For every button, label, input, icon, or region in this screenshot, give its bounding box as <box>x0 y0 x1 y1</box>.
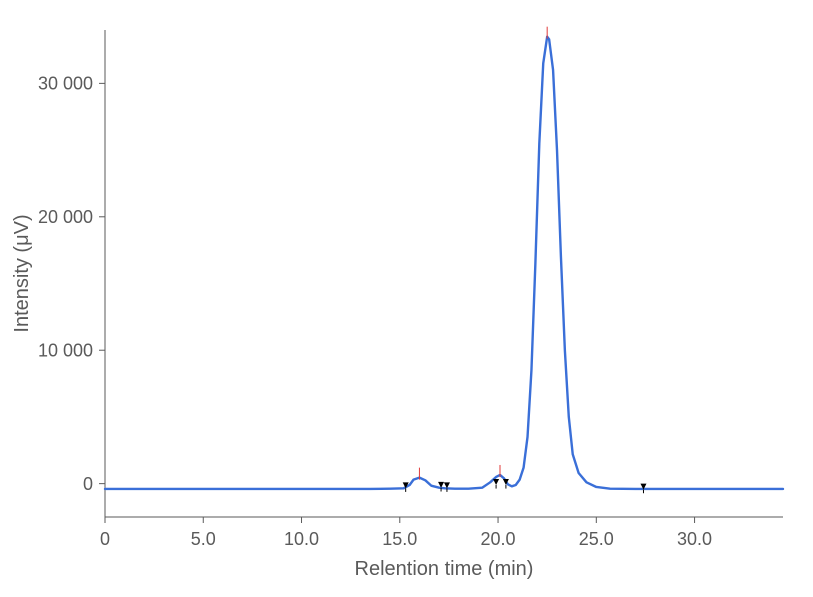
y-axis-label: Intensity (μV) <box>11 214 33 332</box>
x-tick-label: 25.0 <box>579 529 614 549</box>
chromatogram-chart: 0 5.0 10.0 15.0 20.0 25.0 30.0 0 10 000 20 000 30 … <box>0 0 813 597</box>
x-tick-label: 20.0 <box>481 529 516 549</box>
y-tick-label: 10 000 <box>38 341 93 361</box>
x-tick-label: 0 <box>100 529 110 549</box>
baseline-mark-icon <box>493 479 499 485</box>
x-tick-label: 5.0 <box>191 529 216 549</box>
x-tick-label: 10.0 <box>284 529 319 549</box>
chromatogram-trace <box>105 37 783 489</box>
y-tick-label: 20 000 <box>38 207 93 227</box>
y-tick-label: 30 000 <box>38 74 93 94</box>
chart-svg: 0 5.0 10.0 15.0 20.0 25.0 30.0 0 10 000 20 000 30 … <box>0 0 813 597</box>
x-axis-label: Relention time (min) <box>355 558 534 580</box>
x-tick-label: 30.0 <box>677 529 712 549</box>
x-tick-label: 15.0 <box>382 529 417 549</box>
y-tick-label: 0 <box>83 474 93 494</box>
